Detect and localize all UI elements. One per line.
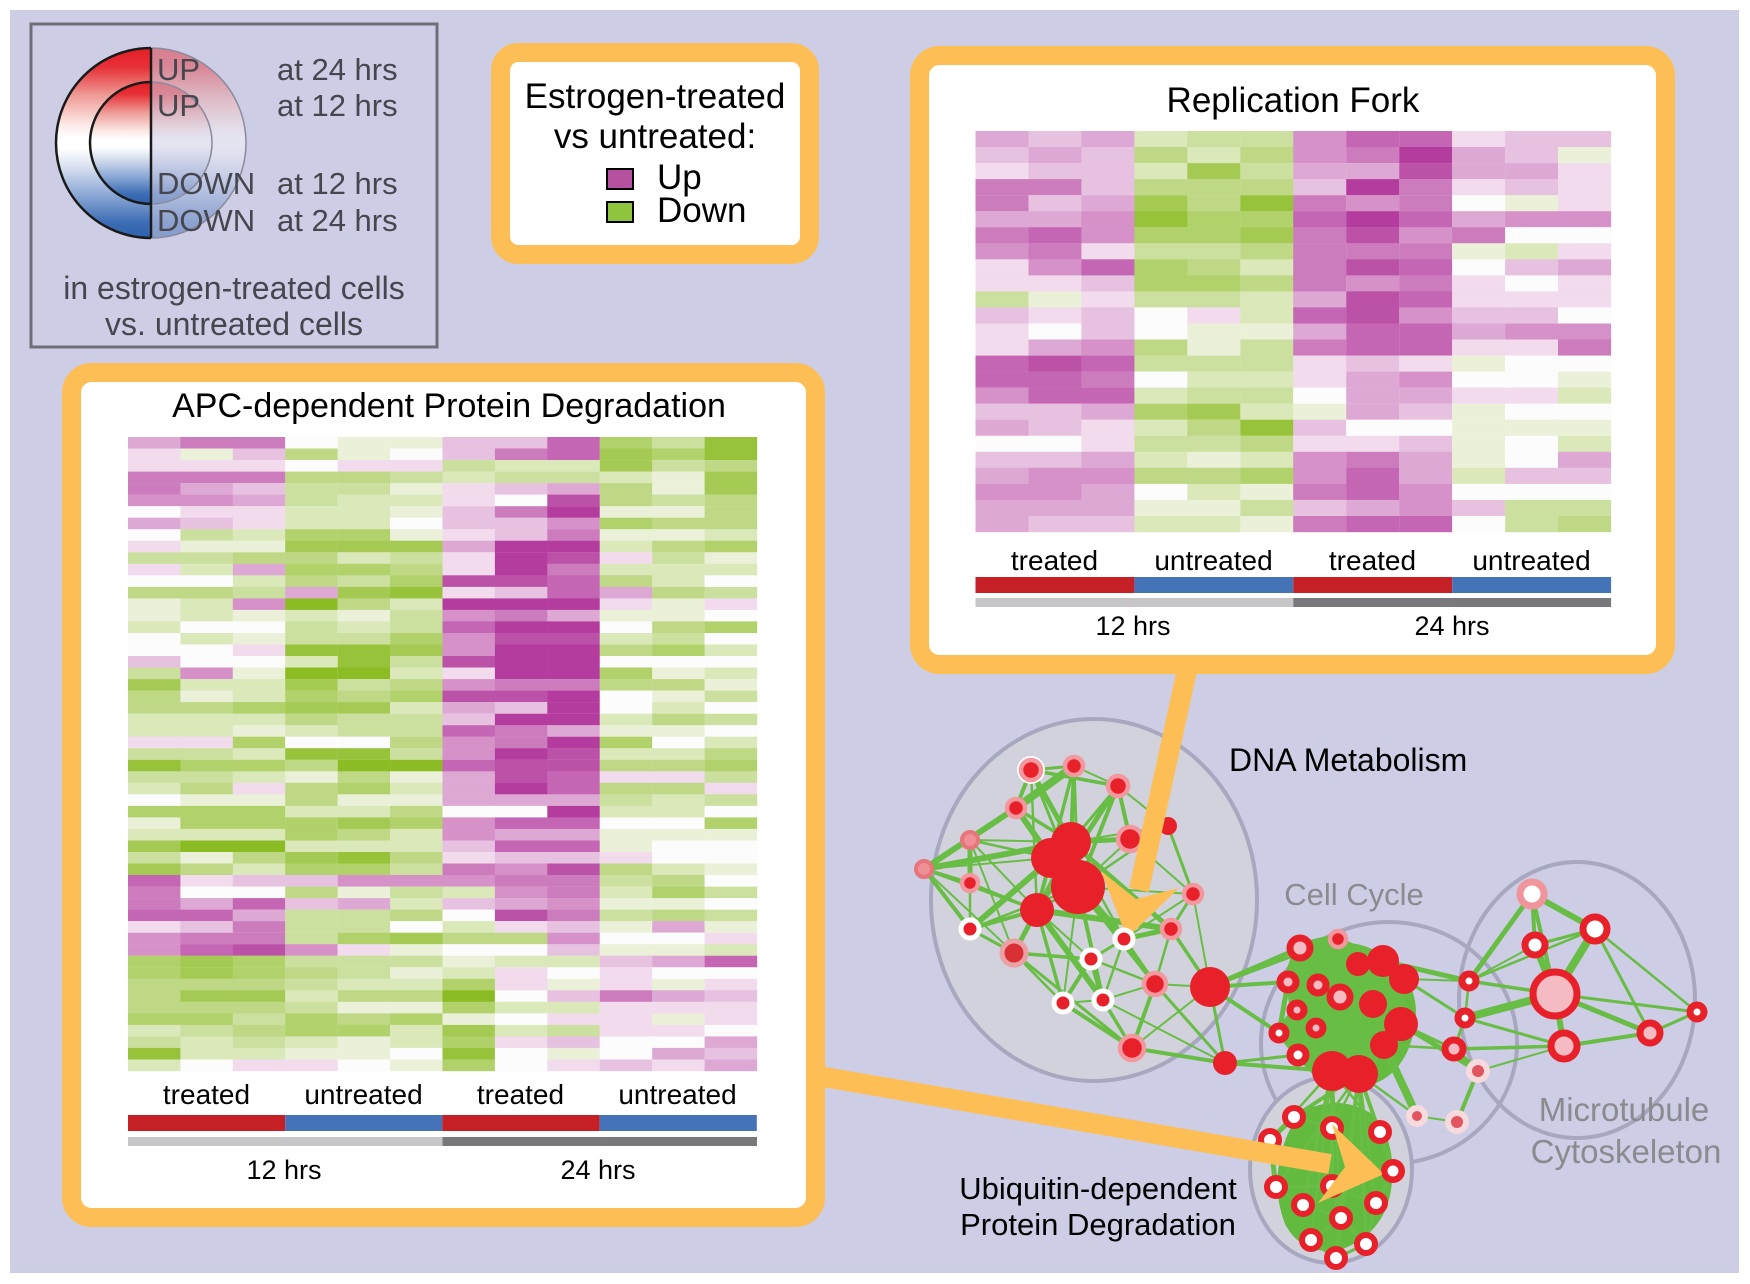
svg-text:Estrogen-treated: Estrogen-treated: [525, 77, 786, 116]
svg-text:vs untreated:: vs untreated:: [554, 117, 756, 156]
svg-text:at 24 hrs: at 24 hrs: [277, 52, 398, 87]
svg-text:Protein Degradation: Protein Degradation: [960, 1207, 1236, 1242]
svg-text:at 12 hrs: at 12 hrs: [277, 166, 398, 201]
svg-text:Microtubule: Microtubule: [1539, 1091, 1710, 1128]
svg-text:DOWN: DOWN: [157, 203, 255, 238]
svg-text:12 hrs: 12 hrs: [246, 1155, 321, 1185]
svg-text:DOWN: DOWN: [157, 166, 255, 201]
svg-text:UP: UP: [157, 52, 200, 87]
svg-text:12 hrs: 12 hrs: [1095, 611, 1170, 641]
svg-text:Cytoskeleton: Cytoskeleton: [1531, 1133, 1722, 1170]
svg-text:untreated: untreated: [1154, 545, 1272, 576]
svg-text:DNA Metabolism: DNA Metabolism: [1229, 742, 1467, 778]
svg-text:treated: treated: [1329, 545, 1416, 576]
svg-text:at 12 hrs: at 12 hrs: [277, 88, 398, 123]
svg-text:24 hrs: 24 hrs: [1414, 611, 1489, 641]
svg-text:untreated: untreated: [304, 1079, 422, 1110]
svg-text:Ubiquitin-dependent: Ubiquitin-dependent: [959, 1171, 1237, 1206]
svg-text:24 hrs: 24 hrs: [560, 1155, 635, 1185]
svg-text:vs. untreated cells: vs. untreated cells: [105, 306, 363, 342]
svg-text:Cell Cycle: Cell Cycle: [1284, 877, 1424, 912]
svg-text:Up: Up: [657, 158, 702, 197]
svg-text:untreated: untreated: [1472, 545, 1590, 576]
svg-text:treated: treated: [163, 1079, 250, 1110]
svg-text:treated: treated: [477, 1079, 564, 1110]
svg-text:at 24 hrs: at 24 hrs: [277, 203, 398, 238]
svg-text:untreated: untreated: [618, 1079, 736, 1110]
svg-text:APC-dependent Protein Degradat: APC-dependent Protein Degradation: [172, 387, 726, 425]
svg-text:Replication Fork: Replication Fork: [1167, 81, 1420, 120]
svg-text:Down: Down: [657, 191, 746, 230]
svg-text:treated: treated: [1011, 545, 1098, 576]
svg-text:UP: UP: [157, 88, 200, 123]
svg-text:in estrogen-treated cells: in estrogen-treated cells: [63, 270, 405, 306]
